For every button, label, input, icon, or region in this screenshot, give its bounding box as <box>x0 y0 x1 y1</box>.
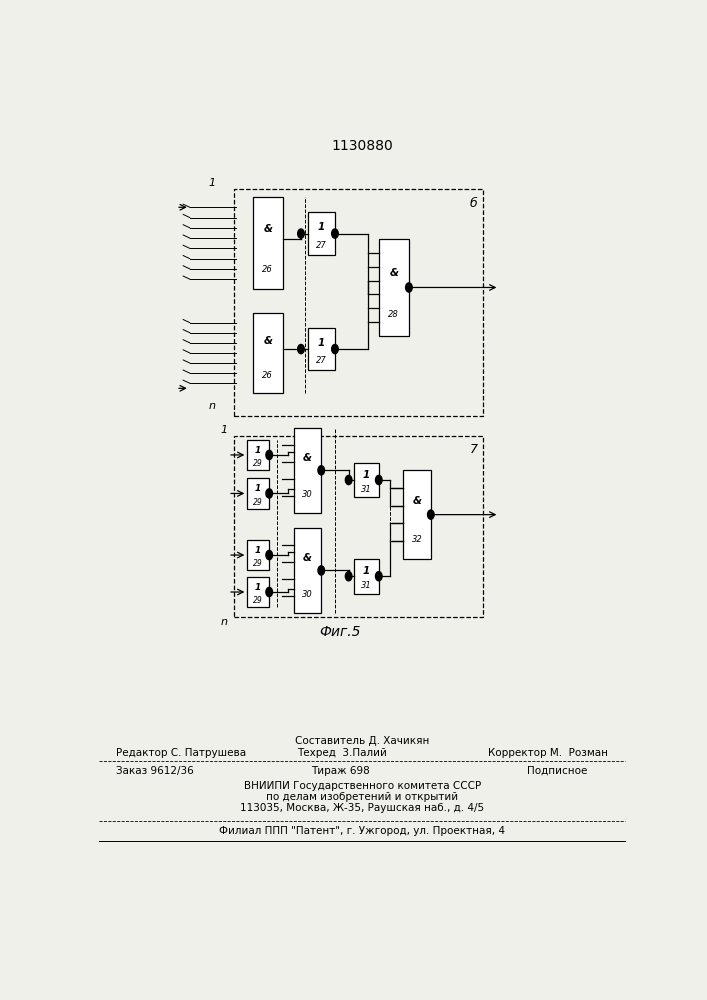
Text: &: & <box>390 268 398 278</box>
Text: б: б <box>469 197 477 210</box>
Text: Заказ 9612/36: Заказ 9612/36 <box>116 766 194 776</box>
Circle shape <box>298 344 304 354</box>
Bar <box>247 478 269 509</box>
Bar <box>354 559 379 594</box>
Circle shape <box>345 475 352 485</box>
Text: &: & <box>413 496 421 506</box>
Text: Филиал ППП "Патент", г. Ужгород, ул. Проектная, 4: Филиал ППП "Патент", г. Ужгород, ул. Про… <box>219 826 506 836</box>
Text: 7: 7 <box>469 443 477 456</box>
Bar <box>253 197 283 289</box>
Circle shape <box>266 550 272 560</box>
Text: 26: 26 <box>262 371 273 380</box>
Text: 1: 1 <box>255 583 262 592</box>
Text: Корректор М.  Розман: Корректор М. Розман <box>489 748 608 758</box>
Bar <box>233 436 483 617</box>
Circle shape <box>406 283 412 292</box>
Circle shape <box>375 475 382 485</box>
Circle shape <box>332 229 338 238</box>
Text: 1130880: 1130880 <box>332 139 393 153</box>
Text: по делам изобретений и открытий: по делам изобретений и открытий <box>267 792 458 802</box>
Circle shape <box>266 587 272 597</box>
Text: 1: 1 <box>255 484 262 493</box>
Bar <box>247 577 269 607</box>
Circle shape <box>266 450 272 460</box>
Bar <box>294 428 321 513</box>
Text: 29: 29 <box>253 459 263 468</box>
Bar <box>308 328 335 370</box>
Circle shape <box>298 229 304 238</box>
Bar <box>379 239 409 336</box>
Text: &: & <box>303 553 312 563</box>
Bar <box>253 312 283 393</box>
Text: Тираж 698: Тираж 698 <box>311 766 370 776</box>
Text: 1: 1 <box>208 178 215 188</box>
Text: 29: 29 <box>253 559 263 568</box>
Text: 30: 30 <box>302 490 313 499</box>
Text: n: n <box>208 401 215 411</box>
Text: 1: 1 <box>255 446 262 455</box>
Circle shape <box>428 510 434 519</box>
Text: 1: 1 <box>363 566 370 576</box>
Bar <box>247 540 269 570</box>
Bar <box>308 212 335 255</box>
Text: 1: 1 <box>363 470 370 480</box>
Text: n: n <box>221 617 228 627</box>
Circle shape <box>375 572 382 581</box>
Text: 1: 1 <box>317 338 325 348</box>
Text: 1: 1 <box>317 222 325 232</box>
Bar <box>354 463 379 497</box>
Text: Техред  3.Палий: Техред 3.Палий <box>297 748 387 758</box>
Text: 27: 27 <box>316 241 327 250</box>
Text: Редактор С. Патрушева: Редактор С. Патрушева <box>116 748 246 758</box>
Text: 113035, Москва, Ж-35, Раушская наб., д. 4/5: 113035, Москва, Ж-35, Раушская наб., д. … <box>240 803 484 813</box>
Text: Подписное: Подписное <box>527 766 587 776</box>
Text: 1: 1 <box>255 546 262 555</box>
Text: 30: 30 <box>302 590 313 599</box>
Circle shape <box>318 566 325 575</box>
Text: 29: 29 <box>253 498 263 507</box>
Bar <box>404 470 431 559</box>
Text: Составитель Д. Хачикян: Составитель Д. Хачикян <box>295 736 430 746</box>
Bar <box>247 440 269 470</box>
Circle shape <box>318 466 325 475</box>
Text: ВНИИПИ Государственного комитета СССР: ВНИИПИ Государственного комитета СССР <box>244 781 481 791</box>
Circle shape <box>332 344 338 354</box>
Text: 28: 28 <box>388 310 399 319</box>
Text: &: & <box>263 224 272 234</box>
Text: 29: 29 <box>253 596 263 605</box>
Text: 27: 27 <box>316 356 327 365</box>
Text: 1: 1 <box>221 425 228 435</box>
Circle shape <box>345 572 352 581</box>
Text: 32: 32 <box>411 535 423 544</box>
Text: 31: 31 <box>361 485 372 494</box>
Text: &: & <box>263 336 272 346</box>
Text: Фиг.5: Фиг.5 <box>320 625 361 639</box>
Text: 26: 26 <box>262 265 273 274</box>
Bar <box>233 189 483 416</box>
Circle shape <box>266 489 272 498</box>
Text: 31: 31 <box>361 581 372 590</box>
Text: &: & <box>303 453 312 463</box>
Bar <box>294 528 321 613</box>
